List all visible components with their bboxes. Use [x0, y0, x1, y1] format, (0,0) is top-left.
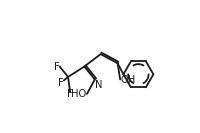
Text: F: F: [67, 90, 72, 99]
Text: HO: HO: [71, 89, 86, 99]
Text: N: N: [95, 80, 103, 90]
Text: F: F: [58, 78, 64, 88]
Text: OH: OH: [121, 74, 136, 85]
Text: F: F: [54, 61, 59, 72]
